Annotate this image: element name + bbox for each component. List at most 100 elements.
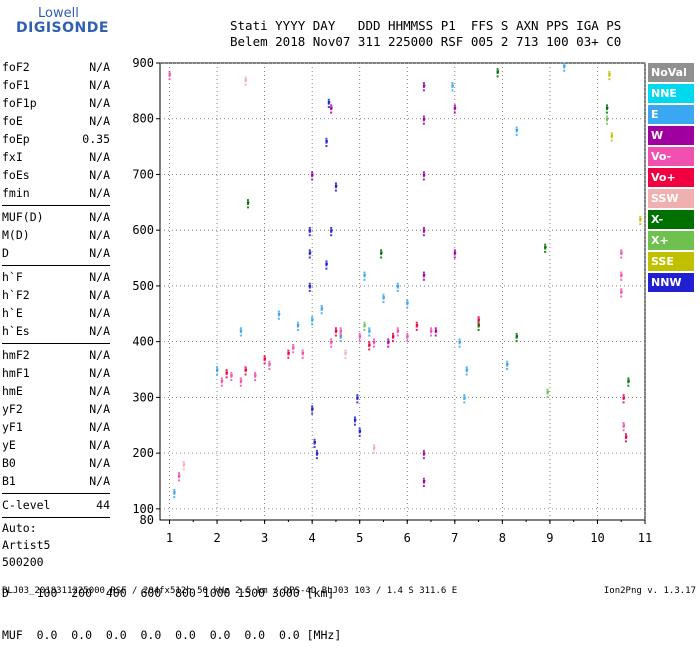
param-row-hmf2: hmF2 N/A [2,346,110,364]
data-point-w [422,234,425,237]
data-point-vo [391,340,394,343]
data-point-x [627,381,630,384]
param-row-foep: foEp 0.35 [2,130,110,148]
legend-item-x: X- [648,210,694,229]
param-row-ye: yE N/A [2,436,110,454]
data-point-vo [287,353,290,356]
data-point-nnw [358,427,361,430]
data-point-ssw [344,349,347,352]
data-point-vo [391,336,394,339]
data-point-vo [620,249,623,252]
data-point-w [330,111,333,114]
data-point-vo [339,334,342,337]
data-point-nnw [308,256,311,259]
param-row-hf: h`F N/A [2,268,110,286]
data-point-vo [287,351,290,355]
data-point-vo [477,320,480,323]
data-point-e [396,286,399,289]
data-point-ssw [182,463,186,466]
data-point-nnw [313,440,316,444]
data-point-e [563,64,566,68]
data-point-w [453,104,456,107]
param-value: N/A [89,60,110,74]
data-point-vo [415,321,418,324]
footer-file-info: BLJ03_2018311225000.RSF / 204fx512h 50 k… [2,586,458,596]
data-point-nnw [325,145,328,148]
data-point-e [396,282,399,285]
data-point-e [465,373,468,376]
data-point-e [563,69,566,72]
data-point-nnw [308,229,312,232]
data-point-e [406,301,409,305]
y-tick-label: 200 [132,446,154,460]
param-value: N/A [89,438,110,452]
data-point-vo [239,381,242,384]
param-label: foEs [2,168,30,182]
data-point-x [515,335,519,338]
data-point-e [463,398,466,401]
data-point-e [451,85,454,88]
param-value: N/A [89,324,110,338]
data-point-vo [330,338,333,341]
data-point-w [311,175,314,178]
data-point-ssw [344,356,347,359]
data-point-w [422,82,425,85]
data-point-vo [263,359,266,362]
data-point-vo [230,379,233,382]
param-value: N/A [89,366,110,380]
param-row-foes: foEs N/A [2,166,110,184]
data-point-x [515,340,518,343]
data-point-ssw [244,80,247,83]
data-point-vo [430,327,433,330]
data-point-nnw [353,416,356,419]
data-point-vo [620,290,623,293]
legend-item-noval: NoVal [648,63,694,82]
data-point-vo [168,74,171,77]
data-point-vo [358,332,361,335]
data-point-vo [263,355,266,358]
data-point-nnw [325,140,328,143]
data-point-x [546,388,549,391]
data-point-vo [624,433,627,436]
data-point-sse [639,219,642,222]
data-point-nnw [356,394,359,397]
data-point-e [465,368,469,371]
data-point-e [239,327,242,330]
data-point-x [605,104,608,107]
data-point-w [422,273,426,277]
data-point-e [368,334,371,337]
data-point-e [277,317,280,320]
data-point-vo [292,351,295,354]
data-point-x [380,256,383,259]
data-point-w [422,229,426,232]
data-point-w [422,122,425,125]
data-point-e [451,84,454,87]
data-point-vo [178,479,181,482]
data-point-x [605,115,608,118]
data-point-w [422,230,425,233]
data-point-vo [622,396,626,399]
param-row-d: D N/A [2,244,110,262]
param-value: N/A [89,420,110,434]
data-point-e [311,320,314,323]
data-point-nnw [325,262,328,266]
data-point-e [368,327,371,330]
data-point-nnw [327,106,330,109]
param-label: foE [2,114,23,128]
data-point-x [546,392,549,395]
data-point-sse [610,136,613,139]
data-point-e [363,278,366,281]
legend-item-w: W [648,126,694,145]
param-value: N/A [89,246,110,260]
param-value: N/A [89,150,110,164]
param-label: B1 [2,474,16,488]
data-point-vo [268,364,271,367]
data-point-e [458,345,461,348]
param-label: yF2 [2,402,23,416]
data-point-sse [608,74,611,77]
data-point-x [605,106,609,109]
data-point-vo [396,334,399,337]
divider [2,205,110,206]
data-point-ssw [244,83,247,86]
data-point-x [246,201,250,204]
